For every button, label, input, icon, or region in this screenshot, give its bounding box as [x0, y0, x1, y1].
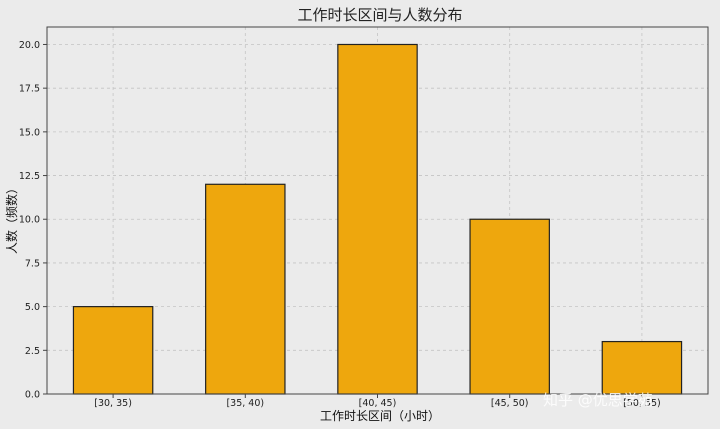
y-tick-label: 10.0: [19, 215, 40, 226]
x-tick-label: [30, 35): [94, 398, 132, 409]
x-tick-label: [40, 45): [359, 398, 397, 409]
y-tick-label: 17.5: [19, 84, 40, 95]
y-tick-label: 20.0: [19, 40, 40, 51]
y-tick-label: 0.0: [25, 390, 40, 401]
y-tick-label: 2.5: [25, 346, 40, 357]
x-tick-label: [50, 55): [623, 398, 661, 409]
bar-4: [469, 218, 550, 395]
bar-1: [72, 306, 154, 395]
watermark-text: 知乎 @优思学苑: [543, 391, 653, 409]
chart-title: 工作时长区间与人数分布: [297, 6, 462, 24]
x-tick-label: [35, 40): [226, 398, 264, 409]
bar-5: [601, 340, 683, 395]
x-axis-label: 工作时长区间（小时）: [320, 409, 440, 423]
y-tick-label: 5.0: [25, 302, 40, 313]
axes-layer: 0.0 2.5 5.0 7.5 10.0 12.5 15.0 17.5 20.0 [30, 35)…: [19, 26, 709, 409]
y-axis-label: 人数（频数）: [4, 182, 19, 254]
bars-layer: [72, 43, 683, 395]
x-tick-label: [45, 50): [491, 398, 529, 409]
bar-2: [205, 183, 286, 395]
y-tick-label: 7.5: [25, 258, 40, 269]
y-tick-label: 12.5: [19, 171, 40, 182]
plot-frame: [46, 26, 709, 395]
bar-3: [337, 43, 418, 395]
y-tick-label: 15.0: [19, 127, 40, 138]
